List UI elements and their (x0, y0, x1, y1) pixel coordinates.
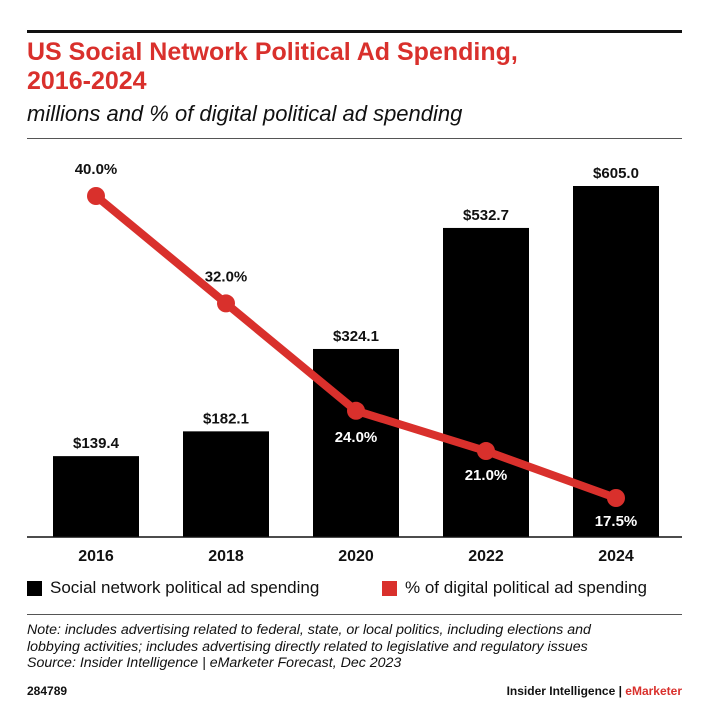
x-tick-2024: 2024 (598, 548, 634, 565)
line-label-2024: 17.5% (595, 513, 638, 530)
line-label-2020: 24.0% (335, 429, 378, 446)
chart-title-line-1: US Social Network Political Ad Spending, (27, 38, 518, 66)
legend-item-line: % of digital political ad spending (382, 578, 647, 598)
footer: 284789 Insider Intelligence | eMarketer (27, 684, 682, 702)
x-tick-2018: 2018 (208, 548, 244, 565)
chart-id: 284789 (27, 684, 68, 698)
bar-2020 (313, 348, 399, 537)
brand: Insider Intelligence | eMarketer (507, 684, 682, 698)
line-label-2016: 40.0% (75, 161, 118, 178)
line-label-2018: 32.0% (205, 268, 248, 285)
source-line: Source: Insider Intelligence | eMarketer… (27, 655, 402, 671)
top-rule (27, 30, 682, 33)
legend-label-line: % of digital political ad spending (405, 578, 647, 597)
notes: Note: includes advertising related to fe… (27, 622, 682, 672)
bar-2018 (183, 431, 269, 537)
legend-swatch-line (382, 580, 397, 596)
line-point-2024 (607, 489, 625, 507)
bar-2022 (443, 227, 529, 537)
line-point-2022 (477, 442, 495, 461)
notes-rule (27, 614, 682, 615)
bar-2016 (53, 456, 139, 537)
note-line-1: Note: includes advertising related to fe… (27, 622, 591, 638)
x-tick-2016: 2016 (78, 548, 114, 565)
bar-label-2024: $605.0 (593, 165, 639, 182)
x-tick-2020: 2020 (338, 548, 374, 565)
legend-swatch-bars (27, 580, 42, 596)
brand-accent: eMarketer (625, 684, 682, 698)
x-tick-2022: 2022 (468, 548, 504, 565)
chart-area: $139.4 2016 $182.1 2018 $324.1 2020 $532.7 2022… (27, 161, 682, 565)
chart-subtitle: millions and % of digital political ad s… (27, 101, 463, 126)
line-point-2016 (87, 187, 105, 205)
line-point-2018 (217, 294, 235, 313)
note-line-2: lobbying activities; includes advertisin… (27, 638, 588, 655)
chart-title: US Social Network Political Ad Spending,… (27, 38, 667, 96)
subtitle-rule (27, 138, 682, 139)
legend-label-bars: Social network political ad spending (50, 578, 320, 597)
legend: Social network political ad spending % o… (27, 578, 682, 602)
bar-2024 (573, 186, 659, 537)
legend-item-bars: Social network political ad spending (27, 578, 319, 598)
brand-prefix: Insider Intelligence | (506, 684, 626, 698)
bar-label-2022: $532.7 (463, 207, 509, 224)
bar-label-2020: $324.1 (333, 328, 379, 345)
bar-label-2018: $182.1 (203, 410, 249, 427)
bar-label-2016: $139.4 (73, 435, 120, 452)
chart-title-line-2: 2016-2024 (27, 67, 147, 95)
line-label-2022: 21.0% (465, 467, 508, 484)
line-point-2020 (347, 401, 365, 420)
